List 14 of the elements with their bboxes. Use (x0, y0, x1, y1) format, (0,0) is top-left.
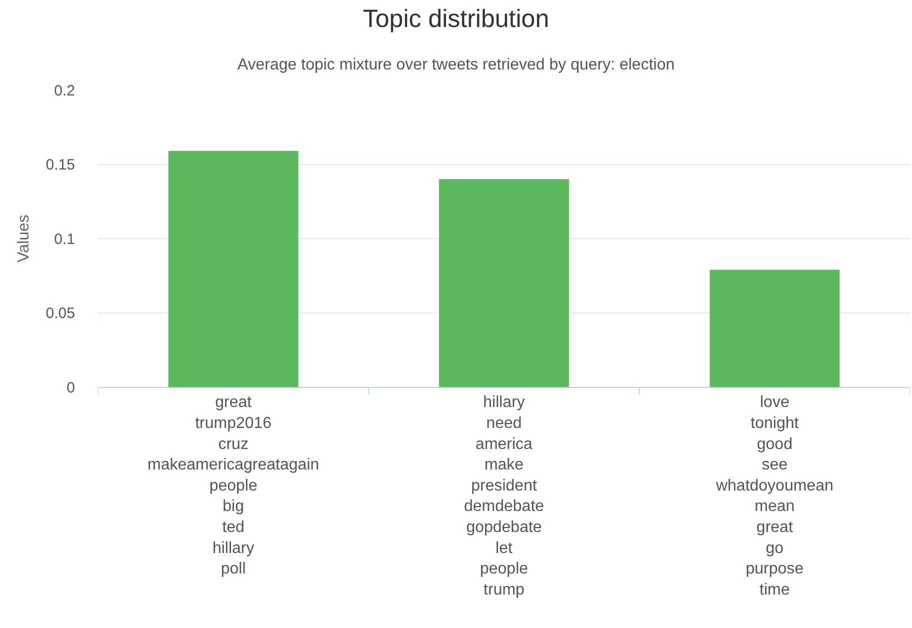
category-label: great trump2016 cruz makeamericagreatagain people big ted hillary poll (148, 394, 320, 578)
y-tick-label: 0.15 (46, 156, 75, 174)
y-axis-title: Values (16, 214, 33, 262)
category-label: love tonight good see whatdoyoumean mean great go purpose time (716, 394, 834, 598)
chart-subtitle: Average topic mixture over tweets retrieved by query: election (237, 56, 675, 74)
bar (168, 150, 298, 387)
category-label: hillary need america make president demdebate gopdebate let people trump (464, 394, 544, 598)
y-tick-label: 0.05 (46, 305, 75, 322)
bar (710, 270, 840, 387)
chart-title: Topic distribution (362, 4, 550, 33)
y-tick-label: 0.2 (54, 82, 75, 100)
y-tick-label: 0.1 (54, 230, 75, 248)
bar (439, 179, 569, 387)
y-tick-label: 0 (66, 379, 75, 396)
